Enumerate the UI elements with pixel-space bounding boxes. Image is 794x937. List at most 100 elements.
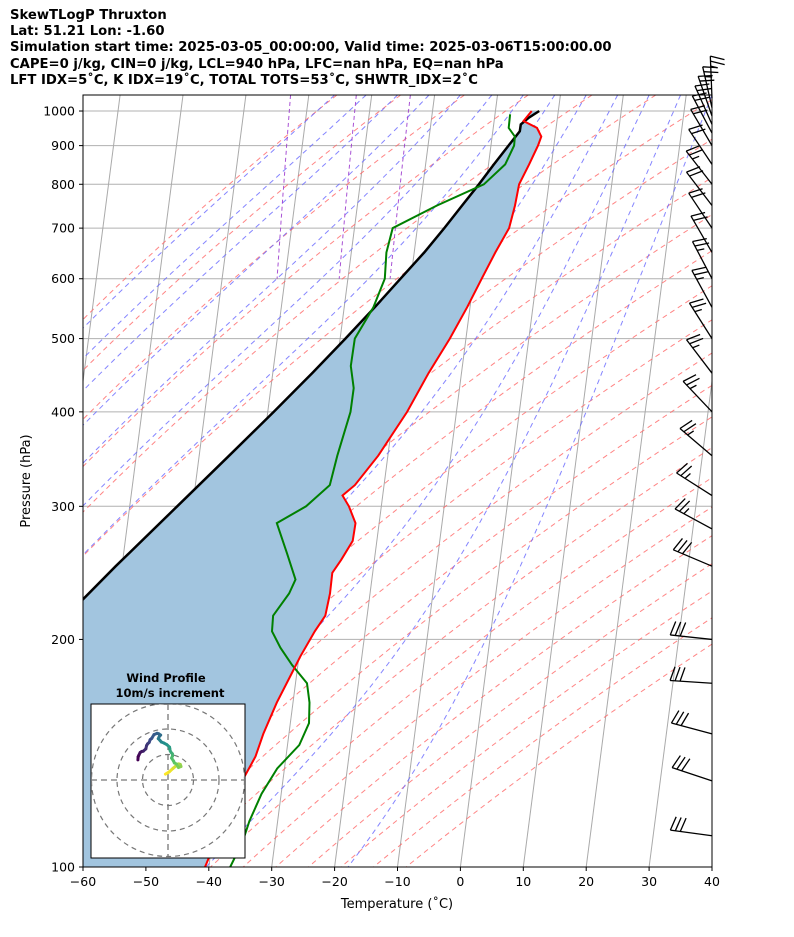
x-tick-label: −30 [259,874,285,889]
isotherm-line [459,95,561,867]
wind-barb-flag [699,79,715,82]
dry-adiabat-line [83,95,401,372]
isotherm-line [83,95,121,386]
hodograph-subtitle: 10m/s increment [116,686,225,700]
dry-adiabat-line [145,416,712,867]
wind-barb-flag [710,60,725,66]
wind-barb-staff [690,215,713,253]
wind-barb-staff [691,95,713,134]
wind-barb-flag [670,710,680,724]
wind-barb-staff [670,829,713,837]
dry-adiabat-line [83,99,712,600]
wind-barb-staff [670,679,713,684]
wind-barb-flag [675,711,685,725]
wind-barb-flag [676,462,688,474]
y-tick-label: 800 [51,177,75,192]
wind-barb-flag [696,87,712,92]
wind-barb-staff [671,722,713,735]
x-tick-label: −60 [70,874,96,889]
wind-barb-flag [694,270,709,276]
wind-barb-flag [676,756,686,770]
x-tick-label: 20 [578,874,594,889]
chart-header: SkewTLogP Thruxton Lat: 51.21 Lon: -1.60… [10,8,612,89]
isotherm-line [334,95,436,867]
x-tick-label: 0 [456,874,464,889]
wind-barb [697,74,715,117]
wind-barb-staff [697,76,713,117]
x-tick-label: −20 [321,874,347,889]
mixing-ratio-lines [276,95,411,279]
wind-barb [685,145,713,185]
dry-adiabat-line [373,617,712,867]
hodograph-title: Wind Profile [126,671,206,685]
x-tick-label: 40 [704,874,720,889]
isotherm-line [711,863,712,867]
parcel-profile-line [83,109,540,602]
wind-barb-staff [688,129,713,165]
cape-cin-shading [83,111,542,867]
wind-barb-half-flag [697,248,705,252]
wind-barb-flag [688,188,703,194]
wind-barb-flag [691,266,707,272]
wind-barb-flag [710,55,725,61]
wind-barb-staff [688,192,713,229]
y-tick-label: 500 [51,331,75,346]
wind-barb [688,188,713,229]
dry-adiabat-line [83,95,465,421]
wind-barb-flag [694,242,710,247]
isotherm-line [522,95,624,867]
wind-barb [702,66,719,108]
wind-barb [669,621,713,641]
dry-adiabat-line [242,506,712,867]
wind-barb-flag [690,211,706,217]
wind-barb-flag [691,302,707,308]
wind-barb-flag [686,166,701,173]
wind-barb-flag [686,333,701,341]
wind-barb-flag [688,124,703,131]
wind-barb [691,266,713,308]
moist-adiabat-line [83,95,619,765]
moist-adiabat-line [83,95,398,392]
wind-barb [671,755,713,782]
wind-barb-staff [686,339,713,374]
wind-barb-flag [674,498,686,510]
dry-adiabat-line [83,95,338,321]
wind-barb [685,166,713,206]
dry-adiabat-line [83,95,529,468]
x-tick-label: 10 [515,874,531,889]
wind-barb [669,816,713,837]
dry-adiabat-line [112,384,712,867]
wind-barb-flag [679,667,686,682]
wind-barb-flag [679,419,693,430]
wind-barb-half-flag [689,384,697,390]
wind-barb-flag [674,666,681,682]
wind-barb-flag [689,298,704,304]
wind-barb [691,237,713,280]
dry-adiabat-line [308,563,712,867]
simulation-time-line: Simulation start time: 2025-03-05_00:00:… [10,40,612,56]
temperature-profile-line [204,110,543,867]
wind-barb-staff [679,427,713,457]
wind-barb-flag [693,109,708,115]
wind-barb-half-flag [696,276,704,280]
x-tick-label: −50 [133,874,159,889]
wind-barb-flag [679,500,691,512]
wind-barb-flag [682,541,693,555]
location-line: Lat: 51.21 Lon: -1.60 [10,24,165,40]
wind-barb-flag [689,149,704,156]
y-axis-ticks: 100 200 300 400 500 600 700 800 900 1000 [43,104,83,875]
wind-barb-staff [691,241,713,280]
wind-barb-flag [674,817,682,832]
wind-barb-flag [680,712,690,726]
isotherm-line [585,95,687,867]
x-axis-ticks: −60 −50 −40 −30 −20 −10 0 10 20 30 40 [70,867,720,889]
wind-barbs [669,55,725,837]
y-tick-label: 100 [51,860,75,875]
cin-shaded-area [83,111,542,867]
x-tick-label: 30 [641,874,657,889]
dry-adiabat-line [177,447,712,867]
wind-barb-staff [688,302,713,339]
mixing-ratio-line [389,95,411,279]
wind-barb-staff [694,85,713,125]
